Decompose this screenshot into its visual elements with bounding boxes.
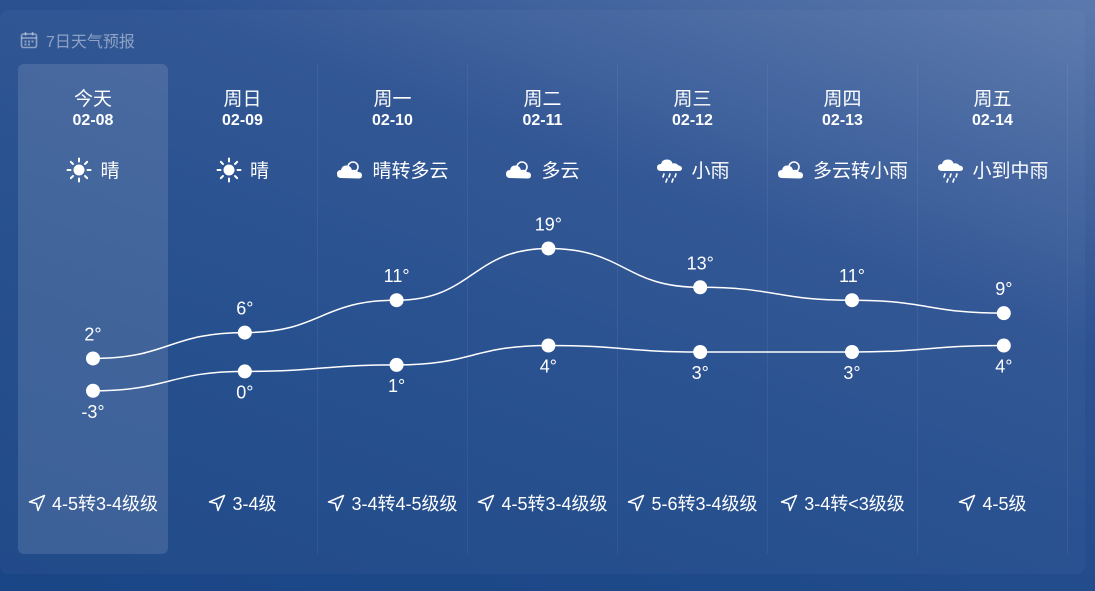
day-column[interactable]: 周一 02-10 晴转多云 3-4转4-5级级 xyxy=(318,64,468,554)
wind-label: 3-4转4-5级级 xyxy=(351,494,458,514)
cloud-icon xyxy=(505,158,533,182)
weather-label: 晴 xyxy=(249,161,269,182)
day-name: 周一 xyxy=(373,89,412,110)
wind-label: 3-4级 xyxy=(232,494,277,514)
wind-label: 5-6转3-4级级 xyxy=(651,494,758,514)
wind-label: 4-5级 xyxy=(982,494,1027,514)
wind-label: 4-5转3-4级级 xyxy=(51,494,159,514)
day-column[interactable]: 周二 02-11 多云 4-5转3-4级级 xyxy=(468,64,618,554)
weather-label: 晴 xyxy=(100,161,120,182)
wind-label: 4-5转3-4级级 xyxy=(501,494,608,514)
day-name: 周日 xyxy=(223,89,262,110)
wind-direction-icon xyxy=(208,494,226,512)
weather-condition: 晴 xyxy=(168,156,317,183)
wind-direction-icon xyxy=(477,494,495,512)
wind-info: 3-4转<3级级 xyxy=(768,490,917,516)
weather-condition: 多云 xyxy=(468,156,617,183)
rain-icon xyxy=(655,157,683,183)
wind-info: 3-4级 xyxy=(168,490,317,516)
weather-condition: 小到中雨 xyxy=(918,156,1067,183)
weather-condition: 多云转小雨 xyxy=(768,156,917,183)
day-date: 02-14 xyxy=(972,112,1013,129)
day-name: 周二 xyxy=(523,89,562,110)
wind-info: 5-6转3-4级级 xyxy=(618,490,767,516)
day-column[interactable]: 周四 02-13 多云转小雨 3-4转<3级级 xyxy=(768,64,918,554)
weather-label: 小雨 xyxy=(691,161,730,182)
forecast-header: 7日天气预报 xyxy=(20,30,135,51)
weather-condition: 小雨 xyxy=(618,156,767,183)
day-name: 周四 xyxy=(823,89,862,110)
wind-label: 3-4转<3级级 xyxy=(804,494,905,514)
cloud-icon xyxy=(777,158,805,182)
weather-condition: 晴 xyxy=(18,156,168,183)
wind-info: 4-5级 xyxy=(918,490,1067,516)
weather-condition: 晴转多云 xyxy=(318,156,467,183)
forecast-title: 7日天气预报 xyxy=(46,34,135,51)
weather-label: 多云转小雨 xyxy=(812,161,908,182)
wind-direction-icon xyxy=(627,494,645,512)
weather-label: 多云 xyxy=(541,161,580,182)
wind-direction-icon xyxy=(958,494,976,512)
day-date: 02-12 xyxy=(672,112,713,129)
wind-direction-icon xyxy=(780,494,798,512)
weather-label: 小到中雨 xyxy=(972,161,1049,182)
day-date: 02-11 xyxy=(522,112,563,129)
day-column[interactable]: 周日 02-09 晴 3-4级 xyxy=(168,64,318,554)
day-column[interactable]: 周五 02-14 小到中雨 4-5级 xyxy=(918,64,1068,554)
wind-info: 4-5转3-4级级 xyxy=(18,490,168,516)
day-date: 02-09 xyxy=(222,112,263,129)
sun-icon xyxy=(216,157,242,183)
day-name: 周三 xyxy=(673,89,712,110)
wind-info: 3-4转4-5级级 xyxy=(318,490,467,516)
weather-label: 晴转多云 xyxy=(372,161,449,182)
wind-direction-icon xyxy=(28,494,46,512)
day-column[interactable]: 今天 02-08 晴 4-5转3-4级级 xyxy=(18,64,168,554)
sun-icon xyxy=(66,157,92,183)
day-name: 周五 xyxy=(973,89,1012,110)
day-column[interactable]: 周三 02-12 小雨 5-6转3-4级级 xyxy=(618,64,768,554)
wind-direction-icon xyxy=(327,494,345,512)
calendar-icon xyxy=(20,32,38,49)
day-date: 02-08 xyxy=(72,112,114,129)
day-date: 02-13 xyxy=(822,112,863,129)
wind-info: 4-5转3-4级级 xyxy=(468,490,617,516)
day-date: 02-10 xyxy=(372,112,413,129)
day-name: 今天 xyxy=(73,89,112,110)
rain-icon xyxy=(936,157,964,183)
cloud-icon xyxy=(336,158,364,182)
